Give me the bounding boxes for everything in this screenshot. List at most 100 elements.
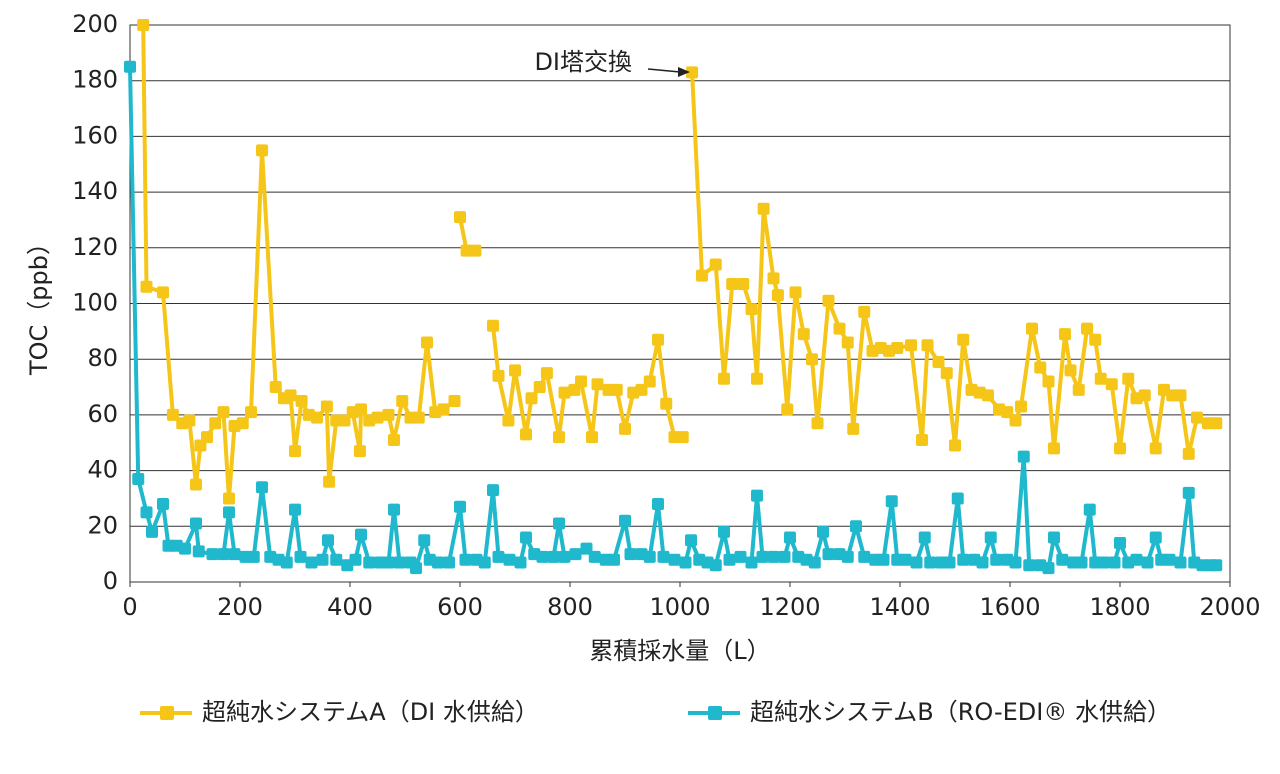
marker	[393, 556, 406, 569]
marker	[478, 556, 491, 569]
marker	[190, 517, 202, 530]
marker	[157, 286, 169, 299]
marker	[771, 289, 784, 302]
marker	[295, 394, 308, 407]
marker	[520, 428, 532, 441]
marker	[745, 303, 758, 316]
marker	[1048, 531, 1060, 544]
x-tick-label: 0	[122, 593, 137, 621]
marker	[1138, 389, 1151, 402]
marker	[737, 278, 750, 291]
marker	[676, 431, 689, 444]
marker	[1094, 372, 1107, 385]
marker	[734, 550, 747, 563]
marker	[858, 305, 871, 318]
series-line	[128, 66, 1217, 571]
marker	[437, 403, 450, 416]
marker	[217, 406, 230, 419]
marker	[514, 556, 527, 569]
marker	[1015, 400, 1027, 413]
marker	[1072, 383, 1085, 396]
x-tick-label: 800	[547, 593, 593, 621]
marker	[183, 414, 196, 427]
marker	[289, 503, 301, 516]
y-tick-label: 180	[72, 66, 118, 94]
marker	[558, 386, 571, 399]
marker	[533, 381, 546, 394]
marker	[209, 417, 222, 430]
marker	[588, 550, 601, 563]
marker	[1059, 328, 1071, 341]
x-tick-label: 600	[437, 593, 483, 621]
marker	[320, 400, 333, 413]
marker	[984, 531, 997, 544]
marker	[503, 553, 516, 566]
marker	[201, 431, 213, 444]
marker	[487, 319, 499, 332]
x-tick-label: 1400	[869, 593, 930, 621]
marker	[382, 556, 395, 569]
marker	[943, 556, 956, 569]
y-tick-label: 160	[72, 121, 118, 149]
marker	[256, 481, 268, 494]
marker	[355, 528, 367, 541]
marker	[932, 355, 945, 368]
legend-marker	[708, 706, 722, 720]
marker	[223, 492, 235, 505]
marker	[547, 550, 560, 563]
marker	[1042, 375, 1055, 388]
marker	[679, 556, 692, 569]
marker	[132, 472, 145, 485]
y-tick-label: 140	[72, 177, 118, 205]
marker	[223, 506, 235, 519]
marker	[696, 269, 708, 282]
marker	[192, 545, 205, 558]
marker	[305, 556, 318, 569]
marker	[847, 422, 860, 435]
marker	[166, 408, 179, 421]
marker	[492, 369, 505, 382]
marker	[652, 333, 664, 346]
marker	[1114, 537, 1126, 550]
marker	[811, 417, 824, 430]
marker	[284, 389, 297, 402]
marker	[1081, 322, 1093, 335]
marker	[608, 553, 620, 566]
marker	[323, 475, 336, 488]
marker	[396, 394, 409, 407]
marker	[789, 286, 802, 299]
marker	[624, 548, 637, 561]
marker	[784, 531, 796, 544]
marker	[421, 336, 433, 349]
x-tick-label: 1200	[759, 593, 820, 621]
y-tick-label: 60	[87, 400, 118, 428]
marker	[1141, 556, 1154, 569]
marker	[1023, 559, 1036, 572]
marker	[668, 553, 681, 566]
marker	[1114, 442, 1126, 455]
y-tick-label: 0	[103, 567, 118, 595]
marker	[1191, 411, 1203, 424]
marker	[1056, 553, 1069, 566]
marker	[858, 550, 871, 563]
marker	[410, 562, 422, 575]
y-tick-label: 120	[72, 233, 118, 261]
marker	[660, 397, 673, 410]
marker	[833, 322, 846, 335]
y-tick-label: 200	[72, 10, 118, 38]
series-line	[141, 24, 1217, 501]
marker	[1182, 447, 1195, 460]
legend-marker	[160, 706, 174, 720]
x-tick-label: 400	[327, 593, 373, 621]
marker	[1182, 486, 1195, 499]
marker	[311, 411, 323, 424]
marker	[316, 553, 329, 566]
marker	[767, 550, 780, 563]
marker	[899, 553, 912, 566]
marker	[1174, 389, 1187, 402]
marker	[686, 66, 699, 79]
marker	[1009, 414, 1022, 427]
marker	[940, 367, 953, 380]
marker	[459, 553, 472, 566]
